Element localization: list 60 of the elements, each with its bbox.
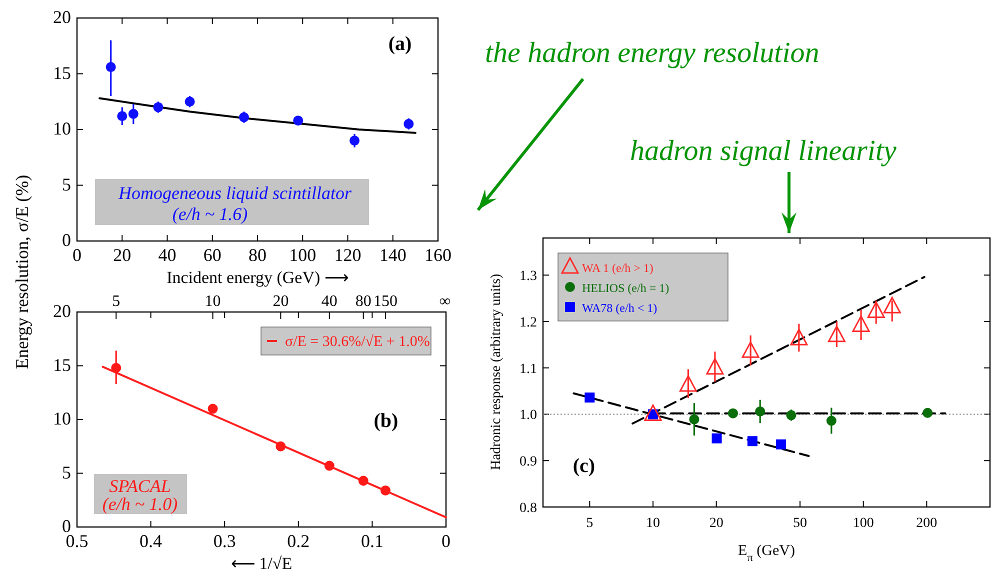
x-axis-title: ⟵ 1/√E bbox=[230, 554, 292, 569]
annotation: 10 bbox=[204, 293, 221, 310]
legend-label: WA 1 (e/h > 1) bbox=[582, 261, 654, 275]
x-tick-label: 10 bbox=[646, 516, 660, 531]
y-tick-label: 20 bbox=[53, 301, 71, 321]
legend-label: WA78 (e/h < 1) bbox=[582, 301, 658, 315]
x-tick-label: 5 bbox=[586, 516, 594, 531]
x-tick-label: 40 bbox=[158, 245, 176, 265]
y-tick-label: 10 bbox=[53, 408, 71, 428]
y-tick-label: 0 bbox=[62, 230, 71, 250]
y-tick-label: 1.3 bbox=[520, 269, 537, 284]
x-tick-label: 0 bbox=[442, 531, 450, 551]
annotation: SPACAL bbox=[109, 476, 171, 496]
x-tick-label: 120 bbox=[334, 245, 362, 265]
y-tick-label: 1.1 bbox=[520, 362, 537, 377]
y-tick-label: 1.0 bbox=[520, 408, 537, 424]
annotation: 20 bbox=[272, 293, 289, 310]
x-axis-title: Incident energy (GeV) ⟶ bbox=[166, 268, 348, 287]
x-tick-label: 0.2 bbox=[287, 531, 310, 551]
y-tick-label: 15 bbox=[53, 62, 71, 83]
x-tick-label: 200 bbox=[916, 516, 938, 531]
annotation: Homogeneous liquid scintillator bbox=[118, 183, 352, 203]
y-axis-title: Hadronic response (arbitrary units) bbox=[489, 274, 504, 470]
annotation: 150 bbox=[373, 293, 398, 310]
y-tick-label: 15 bbox=[53, 354, 71, 375]
annotation: 40 bbox=[321, 293, 338, 310]
x-axis-title: E$_{π}$ (GeV) bbox=[738, 543, 795, 564]
y-tick-label: 20 bbox=[53, 7, 71, 27]
annotation: 5 bbox=[112, 293, 120, 310]
x-tick-label: 0.5 bbox=[66, 531, 88, 551]
annotation: 80 bbox=[355, 293, 372, 310]
x-tick-label: 20 bbox=[113, 245, 132, 265]
annotation: (e/h ~ 1.0) bbox=[102, 494, 178, 514]
y-tick-label: 5 bbox=[62, 174, 71, 194]
x-tick-label: 0.3 bbox=[213, 531, 236, 551]
chart-title: hadron signal linearity bbox=[630, 135, 896, 167]
y-tick-label: 10 bbox=[53, 118, 71, 138]
annotation: (e/h ~ 1.6) bbox=[172, 204, 248, 224]
y-axis-title: Energy resolution, σ/E (%) bbox=[12, 174, 32, 370]
x-tick-label: 80 bbox=[248, 245, 266, 265]
legend-label: HELIOS (e/h = 1) bbox=[582, 281, 670, 295]
text: ∞ bbox=[439, 293, 451, 310]
annotation: (b) bbox=[374, 410, 398, 432]
x-tick-label: 160 bbox=[424, 245, 452, 265]
x-tick-label: 100 bbox=[289, 245, 316, 265]
y-tick-label: 0.8 bbox=[520, 501, 537, 516]
x-tick-label: 0.1 bbox=[360, 531, 384, 551]
annotation: (c) bbox=[572, 455, 596, 477]
x-tick-label: 60 bbox=[203, 245, 222, 265]
x-tick-label: 20 bbox=[709, 516, 724, 531]
y-tick-label: 0.9 bbox=[520, 454, 537, 470]
x-tick-label: 50 bbox=[793, 516, 808, 531]
annotation: (a) bbox=[388, 33, 412, 55]
text: the hadron energy resolution bbox=[485, 37, 820, 69]
x-tick-label: 140 bbox=[379, 245, 406, 265]
x-tick-label: 0.4 bbox=[140, 531, 162, 551]
legend-label: σ/E = 30.6%/√E + 1.0% bbox=[285, 334, 430, 350]
x-tick-label: 100 bbox=[852, 516, 874, 531]
y-tick-label: 5 bbox=[62, 462, 71, 482]
y-tick-label: 1.2 bbox=[520, 315, 537, 330]
